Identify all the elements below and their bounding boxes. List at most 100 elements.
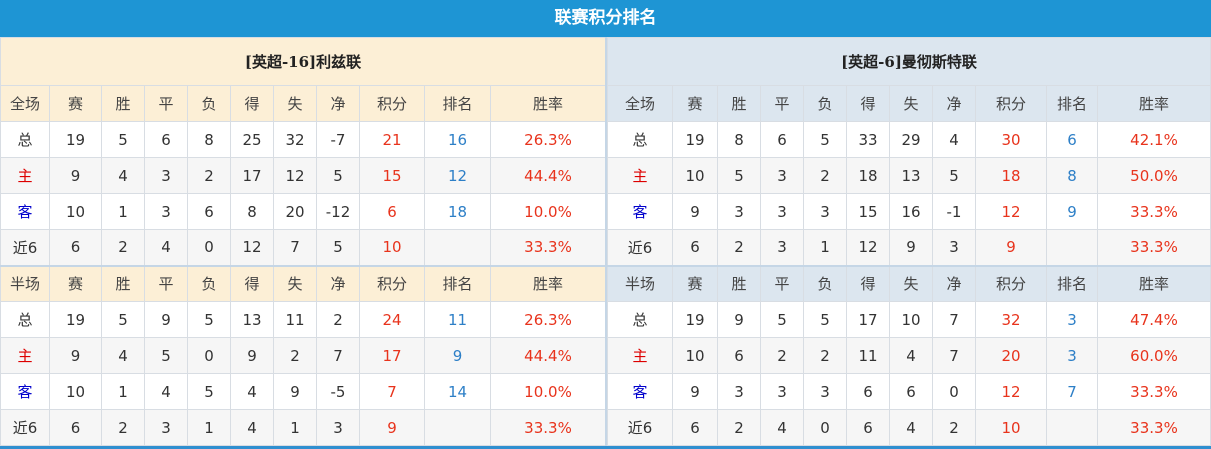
- cell-draw: 3: [760, 229, 804, 266]
- cell-points: 10: [975, 409, 1047, 446]
- cell-goals-against: 10: [889, 301, 933, 338]
- column-header: 胜: [101, 85, 145, 122]
- cell-goals-for: 4: [230, 409, 274, 446]
- cell-win-rate: 47.4%: [1097, 301, 1211, 338]
- cell-loss: 0: [187, 337, 231, 374]
- table-row: 主 9 4 5 0 9 2 7 17 9 44.4%: [0, 337, 607, 374]
- cell-played: 10: [672, 157, 718, 194]
- cell-goals-for: 33: [846, 121, 890, 158]
- cell-rank: [424, 229, 491, 266]
- row-type: 客: [607, 193, 673, 230]
- cell-points: 20: [975, 337, 1047, 374]
- cell-goal-diff: 3: [316, 409, 360, 446]
- table-row: 近6 6 2 3 1 4 1 3 9 33.3%: [0, 409, 607, 446]
- cell-win: 3: [717, 373, 761, 410]
- cell-goal-diff: 2: [932, 409, 976, 446]
- cell-goals-against: 4: [889, 337, 933, 374]
- row-type: 客: [0, 193, 50, 230]
- column-header: 净: [316, 264, 360, 302]
- cell-played: 9: [49, 157, 102, 194]
- cell-goals-for: 4: [230, 373, 274, 410]
- column-header-row: 全场赛胜平负得失净积分 排名 胜率: [0, 85, 607, 122]
- column-header: 得: [230, 85, 274, 122]
- cell-draw: 6: [144, 121, 188, 158]
- cell-draw: 4: [144, 229, 188, 266]
- cell-points: 9: [359, 409, 425, 446]
- cell-goal-diff: 5: [316, 157, 360, 194]
- section-label: 全场: [607, 85, 673, 122]
- cell-points: 9: [975, 229, 1047, 266]
- cell-rank: [1046, 409, 1098, 446]
- table-row: 客 9 3 3 3 6 6 0 12 7 33.3%: [607, 373, 1211, 410]
- table-row: 客 10 1 3 6 8 20 -12 6 18 10.0%: [0, 193, 607, 230]
- column-header-row: 全场赛胜平负得失净积分 排名 胜率: [607, 85, 1211, 122]
- cell-draw: 3: [144, 157, 188, 194]
- row-type: 近6: [607, 229, 673, 266]
- column-header: 排名: [424, 85, 491, 122]
- cell-rank: 18: [424, 193, 491, 230]
- column-header: 排名: [424, 264, 491, 302]
- team-name: [英超-16]利兹联: [0, 37, 607, 86]
- cell-win-rate: 10.0%: [490, 193, 607, 230]
- cell-loss: 8: [187, 121, 231, 158]
- cell-goal-diff: 3: [932, 229, 976, 266]
- cell-played: 10: [49, 373, 102, 410]
- column-header: 排名: [1046, 85, 1098, 122]
- standings-container: [英超-16]利兹联 全场赛胜平负得失净积分 排名 胜率总 19 5 6 8 25 32 -7 21 1…: [0, 37, 1211, 449]
- cell-goals-against: 1: [273, 409, 317, 446]
- column-header: 负: [803, 85, 847, 122]
- table-row: 近6 6 2 4 0 12 7 5 10 33.3%: [0, 229, 607, 266]
- cell-goals-against: 20: [273, 193, 317, 230]
- table-row: 总 19 5 9 5 13 11 2 24 11 26.3%: [0, 301, 607, 338]
- section-label: 半场: [607, 264, 673, 302]
- table-row: 主 10 5 3 2 18 13 5 18 8 50.0%: [607, 157, 1211, 194]
- cell-points: 18: [975, 157, 1047, 194]
- cell-win-rate: 33.3%: [1097, 193, 1211, 230]
- cell-goals-against: 16: [889, 193, 933, 230]
- cell-win-rate: 44.4%: [490, 337, 607, 374]
- cell-points: 21: [359, 121, 425, 158]
- cell-rank: [1046, 229, 1098, 266]
- row-type: 总: [607, 121, 673, 158]
- cell-goal-diff: 7: [932, 301, 976, 338]
- cell-win-rate: 26.3%: [490, 301, 607, 338]
- cell-win: 2: [717, 229, 761, 266]
- cell-goals-for: 6: [846, 409, 890, 446]
- cell-win-rate: 33.3%: [1097, 373, 1211, 410]
- cell-win: 2: [717, 409, 761, 446]
- cell-goals-for: 8: [230, 193, 274, 230]
- column-header: 积分: [359, 264, 425, 302]
- cell-win: 6: [717, 337, 761, 374]
- column-header: 胜率: [490, 264, 607, 302]
- column-header: 平: [144, 85, 188, 122]
- column-header: 负: [803, 264, 847, 302]
- table-row: 总 19 9 5 5 17 10 7 32 3 47.4%: [607, 301, 1211, 338]
- column-header: 失: [273, 85, 317, 122]
- cell-draw: 2: [760, 337, 804, 374]
- column-header-row: 半场赛胜平负得失净积分 排名 胜率: [0, 264, 607, 302]
- table-row: 总 19 8 6 5 33 29 4 30 6 42.1%: [607, 121, 1211, 158]
- cell-played: 19: [49, 301, 102, 338]
- cell-loss: 0: [187, 229, 231, 266]
- table-row: 客 9 3 3 3 15 16 -1 12 9 33.3%: [607, 193, 1211, 230]
- column-header: 赛: [672, 85, 718, 122]
- column-header: 平: [144, 264, 188, 302]
- cell-win: 5: [101, 121, 145, 158]
- cell-played: 19: [672, 121, 718, 158]
- cell-goal-diff: 4: [932, 121, 976, 158]
- cell-loss: 2: [187, 157, 231, 194]
- cell-draw: 3: [760, 157, 804, 194]
- cell-win-rate: 60.0%: [1097, 337, 1211, 374]
- cell-loss: 2: [803, 157, 847, 194]
- cell-draw: 6: [760, 121, 804, 158]
- cell-goal-diff: 7: [316, 337, 360, 374]
- table-row: 总 19 5 6 8 25 32 -7 21 16 26.3%: [0, 121, 607, 158]
- cell-points: 15: [359, 157, 425, 194]
- row-type: 近6: [0, 229, 50, 266]
- cell-win-rate: 33.3%: [490, 409, 607, 446]
- column-header: 失: [273, 264, 317, 302]
- cell-points: 30: [975, 121, 1047, 158]
- row-type: 主: [0, 157, 50, 194]
- cell-win-rate: 26.3%: [490, 121, 607, 158]
- team-header-row: [英超-6]曼彻斯特联: [607, 37, 1211, 86]
